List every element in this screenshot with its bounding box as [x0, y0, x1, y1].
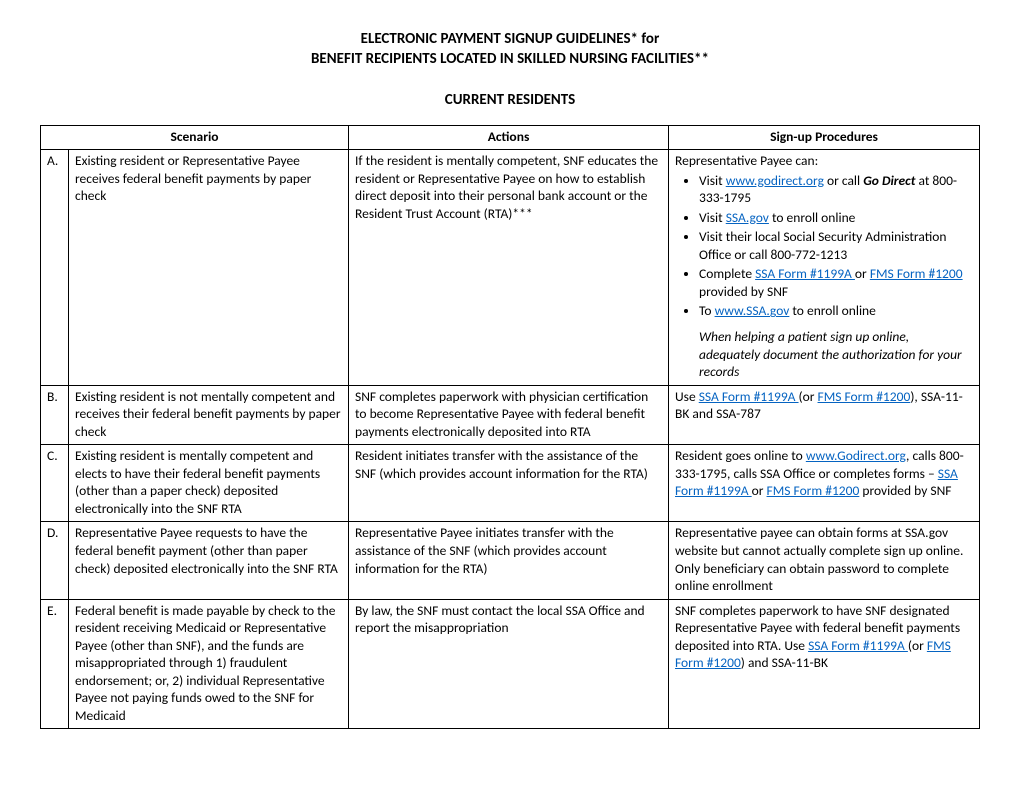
row-letter: D. [41, 522, 69, 599]
text: Complete [699, 265, 755, 282]
row-scenario: Federal benefit is made payable by check… [69, 599, 349, 729]
row-actions: By law, the SNF must contact the local S… [349, 599, 669, 729]
text: Use [675, 388, 699, 405]
row-letter: A. [41, 150, 69, 386]
page-title-block: ELECTRONIC PAYMENT SIGNUP GUIDELINES* fo… [40, 30, 980, 69]
text: To [699, 302, 715, 319]
text: Resident goes online to [675, 447, 806, 464]
row-letter: C. [41, 445, 69, 522]
list-item: Visit www.godirect.org or call Go Direct… [699, 172, 973, 207]
col-header-signup: Sign-up Procedures [669, 125, 980, 150]
link-godirect[interactable]: www.Godirect.org [806, 447, 906, 464]
table-row: C. Existing resident is mentally compete… [41, 445, 980, 522]
row-signup: Representative payee can obtain forms at… [669, 522, 980, 599]
link-fms-1200[interactable]: FMS Form #1200 [870, 265, 963, 282]
row-actions: Resident initiates transfer with the ass… [349, 445, 669, 522]
text: Visit [699, 209, 726, 226]
row-scenario: Existing resident is mentally competent … [69, 445, 349, 522]
text: (or [908, 637, 927, 654]
link-ssa-gov[interactable]: www.SSA.gov [715, 302, 790, 319]
text: or [752, 482, 767, 499]
row-signup: Representative Payee can: Visit www.godi… [669, 150, 980, 386]
text: provided by SNF [699, 283, 788, 300]
row-scenario: Representative Payee requests to have th… [69, 522, 349, 599]
row-signup: SNF completes paperwork to have SNF desi… [669, 599, 980, 729]
link-fms-1200[interactable]: FMS Form #1200 [818, 388, 911, 405]
link-ssa[interactable]: SSA.gov [726, 209, 769, 226]
row-scenario: Existing resident or Representative Paye… [69, 150, 349, 386]
table-row: A. Existing resident or Representative P… [41, 150, 980, 386]
text: (or [799, 388, 818, 405]
list-item: To www.SSA.gov to enroll online [699, 302, 973, 320]
row-actions: Representative Payee initiates transfer … [349, 522, 669, 599]
col-header-actions: Actions [349, 125, 669, 150]
row-signup: Resident goes online to www.Godirect.org… [669, 445, 980, 522]
table-row: B. Existing resident is not mentally com… [41, 385, 980, 445]
link-ssa-1199a[interactable]: SSA Form #1199A [755, 265, 855, 282]
signup-list: Visit www.godirect.org or call Go Direct… [675, 172, 973, 320]
table-row: E. Federal benefit is made payable by ch… [41, 599, 980, 729]
text: ) and SSA-11-BK [741, 654, 828, 671]
link-fms-1200[interactable]: FMS Form #1200 [767, 482, 860, 499]
signup-note: When helping a patient sign up online, a… [699, 328, 973, 381]
row-actions: SNF completes paperwork with physician c… [349, 385, 669, 445]
text: or call [824, 172, 863, 189]
table-row: D. Representative Payee requests to have… [41, 522, 980, 599]
link-ssa-1199a[interactable]: SSA Form #1199A [699, 388, 799, 405]
guidelines-table: Scenario Actions Sign-up Procedures A. E… [40, 125, 980, 730]
table-header-row: Scenario Actions Sign-up Procedures [41, 125, 980, 150]
row-signup: Use SSA Form #1199A (or FMS Form #1200),… [669, 385, 980, 445]
text: or [855, 265, 870, 282]
list-item: Visit their local Social Security Admini… [699, 228, 973, 263]
link-ssa-1199a[interactable]: SSA Form #1199A [808, 637, 908, 654]
list-item: Visit SSA.gov to enroll online [699, 209, 973, 227]
row-actions: If the resident is mentally competent, S… [349, 150, 669, 386]
text-emph: Go Direct [863, 172, 915, 189]
text: to enroll online [789, 302, 876, 319]
row-scenario: Existing resident is not mentally compet… [69, 385, 349, 445]
text: to enroll online [769, 209, 856, 226]
col-header-scenario: Scenario [41, 125, 349, 150]
row-letter: B. [41, 385, 69, 445]
link-godirect[interactable]: www.godirect.org [726, 172, 824, 189]
row-letter: E. [41, 599, 69, 729]
text: provided by SNF [859, 482, 951, 499]
title-line-1: ELECTRONIC PAYMENT SIGNUP GUIDELINES* fo… [40, 30, 980, 50]
text: Visit [699, 172, 726, 189]
section-heading: CURRENT RESIDENTS [40, 91, 980, 111]
title-line-2: BENEFIT RECIPIENTS LOCATED IN SKILLED NU… [40, 50, 980, 70]
list-item: Complete SSA Form #1199A or FMS Form #12… [699, 265, 973, 300]
signup-intro: Representative Payee can: [675, 152, 818, 169]
